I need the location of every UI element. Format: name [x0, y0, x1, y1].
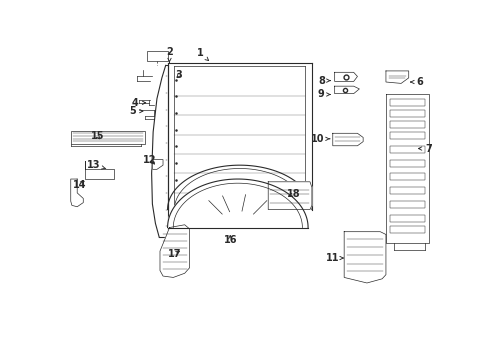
- Polygon shape: [168, 179, 308, 228]
- Polygon shape: [160, 225, 190, 278]
- Bar: [390, 99, 425, 105]
- Text: 7: 7: [418, 144, 432, 153]
- Text: 8: 8: [318, 76, 330, 86]
- Bar: [71, 131, 145, 144]
- Polygon shape: [386, 94, 429, 243]
- Text: 4: 4: [132, 98, 146, 108]
- Polygon shape: [268, 182, 312, 210]
- Bar: [390, 187, 425, 194]
- Text: 6: 6: [411, 77, 423, 87]
- Polygon shape: [386, 71, 409, 84]
- Polygon shape: [85, 161, 115, 179]
- Text: 10: 10: [311, 134, 330, 144]
- Text: 17: 17: [168, 249, 181, 259]
- Bar: [390, 121, 425, 128]
- Bar: [390, 146, 425, 153]
- Text: 3: 3: [175, 70, 182, 80]
- Bar: [390, 110, 425, 117]
- Text: 14: 14: [73, 180, 86, 190]
- Polygon shape: [335, 86, 359, 94]
- Polygon shape: [333, 133, 363, 146]
- Bar: [390, 201, 425, 208]
- Text: 2: 2: [166, 46, 173, 62]
- Polygon shape: [71, 179, 83, 207]
- Bar: [390, 159, 425, 167]
- Text: 5: 5: [129, 106, 143, 116]
- Text: 16: 16: [223, 235, 237, 245]
- Text: 1: 1: [196, 48, 209, 60]
- Bar: [147, 51, 168, 61]
- Text: 15: 15: [91, 131, 104, 141]
- Bar: [390, 132, 425, 139]
- Text: 13: 13: [87, 160, 106, 170]
- Text: 18: 18: [287, 189, 301, 199]
- Text: 9: 9: [317, 90, 330, 99]
- Bar: [390, 215, 425, 222]
- Bar: [390, 226, 425, 233]
- Text: 12: 12: [143, 155, 156, 165]
- Polygon shape: [344, 232, 386, 283]
- Polygon shape: [152, 159, 163, 169]
- Text: 11: 11: [326, 253, 343, 263]
- Bar: [390, 174, 425, 180]
- Polygon shape: [335, 72, 358, 81]
